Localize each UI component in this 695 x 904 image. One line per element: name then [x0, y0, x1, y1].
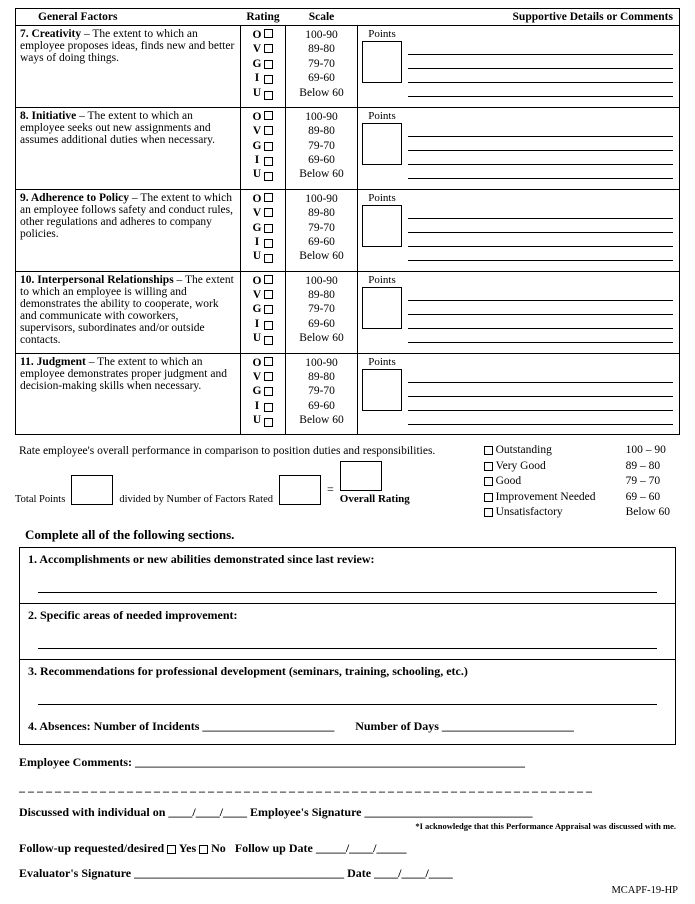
hdr-scale: Scale	[309, 11, 335, 23]
rating-checkbox[interactable]	[264, 75, 273, 84]
rating-checkbox[interactable]	[264, 157, 273, 166]
section-row: 3. Recommendations for professional deve…	[20, 660, 675, 715]
comments-cell: Points	[358, 107, 680, 189]
rating-legend: Outstanding100 – 90Very Good89 – 80Good7…	[484, 443, 670, 521]
factor-desc: 7. Creativity – The extent to which an e…	[16, 26, 241, 108]
rating-checkbox[interactable]	[264, 336, 273, 345]
legend-checkbox[interactable]	[484, 462, 493, 471]
days-label: Number of Days	[355, 719, 439, 733]
rating-checkbox[interactable]	[264, 208, 273, 217]
rating-checkbox[interactable]	[264, 403, 273, 412]
divided-label: divided by Number of Factors Rated	[119, 494, 273, 505]
legend-checkbox[interactable]	[484, 477, 493, 486]
sections-box: 1. Accomplishments or new abilities demo…	[19, 547, 676, 745]
emp-comments-label: Employee Comments:	[19, 755, 132, 769]
rating-checkbox[interactable]	[264, 91, 273, 100]
rating-checkbox[interactable]	[264, 111, 273, 120]
rating-cell: OVGIU	[241, 26, 286, 108]
points-box[interactable]	[362, 369, 402, 411]
scale-cell: 100-9089-8079-7069-60Below 60	[286, 189, 358, 271]
factors-table: General Factors Rating Scale Supportive …	[15, 8, 680, 435]
legend-checkbox[interactable]	[484, 508, 493, 517]
rating-checkbox[interactable]	[264, 387, 273, 396]
evaluator-line: Evaluator's Signature __________________…	[19, 866, 676, 881]
comments-cell: Points	[358, 353, 680, 435]
rating-checkbox[interactable]	[264, 29, 273, 38]
points-box[interactable]	[362, 205, 402, 247]
hdr-comments: Supportive Details or Comments	[513, 11, 673, 23]
rating-checkbox[interactable]	[264, 60, 273, 69]
factor-desc: 11. Judgment – The extent to which an em…	[16, 353, 241, 435]
followup-date: Follow up Date _____/____/_____	[235, 841, 407, 855]
comments-cell: Points	[358, 26, 680, 108]
total-points-label: Total Points	[15, 494, 65, 505]
sections-header: Complete all of the following sections.	[25, 527, 680, 543]
points-box[interactable]	[362, 41, 402, 83]
rating-cell: OVGIU	[241, 271, 286, 353]
rating-checkbox[interactable]	[264, 357, 273, 366]
scale-cell: 100-9089-8079-7069-60Below 60	[286, 353, 358, 435]
section-row: 1. Accomplishments or new abilities demo…	[20, 548, 675, 604]
overall-rating-box[interactable]	[340, 461, 382, 491]
overall-label: Overall Rating	[340, 493, 410, 505]
scale-cell: 100-9089-8079-7069-60Below 60	[286, 107, 358, 189]
rating-checkbox[interactable]	[264, 224, 273, 233]
rating-checkbox[interactable]	[264, 372, 273, 381]
rating-checkbox[interactable]	[264, 321, 273, 330]
discussed-line: Discussed with individual on ____/____/_…	[19, 805, 676, 820]
factor-desc: 9. Adherence to Policy – The extent to w…	[16, 189, 241, 271]
rate-note: Rate employee's overall performance in c…	[19, 445, 484, 457]
factors-rated-box[interactable]	[279, 475, 321, 505]
no-checkbox[interactable]	[199, 845, 208, 854]
factor-desc: 8. Initiative – The extent to which an e…	[16, 107, 241, 189]
factor-desc: 10. Interpersonal Relationships – The ex…	[16, 271, 241, 353]
points-box[interactable]	[362, 287, 402, 329]
points-box[interactable]	[362, 123, 402, 165]
absences-row: 4. Absences: Number of Incidents _______…	[20, 715, 675, 744]
rating-cell: OVGIU	[241, 107, 286, 189]
yes-checkbox[interactable]	[167, 845, 176, 854]
footer-code: MCAPF-19-HP	[15, 885, 680, 896]
rating-checkbox[interactable]	[264, 126, 273, 135]
rating-checkbox[interactable]	[264, 290, 273, 299]
rating-checkbox[interactable]	[264, 172, 273, 181]
legend-checkbox[interactable]	[484, 493, 493, 502]
equals: =	[327, 482, 334, 505]
rating-checkbox[interactable]	[264, 254, 273, 263]
rating-checkbox[interactable]	[264, 305, 273, 314]
followup-label: Follow-up requested/desired	[19, 841, 164, 855]
rating-checkbox[interactable]	[264, 44, 273, 53]
ack-note: *I acknowledge that this Performance App…	[15, 821, 676, 831]
comments-cell: Points	[358, 271, 680, 353]
rating-cell: OVGIU	[241, 189, 286, 271]
rating-checkbox[interactable]	[264, 418, 273, 427]
rating-checkbox[interactable]	[264, 239, 273, 248]
total-points-box[interactable]	[71, 475, 113, 505]
scale-cell: 100-9089-8079-7069-60Below 60	[286, 26, 358, 108]
hdr-factors: General Factors	[20, 11, 118, 23]
rating-checkbox[interactable]	[264, 193, 273, 202]
scale-cell: 100-9089-8079-7069-60Below 60	[286, 271, 358, 353]
rating-checkbox[interactable]	[264, 275, 273, 284]
legend-checkbox[interactable]	[484, 446, 493, 455]
dash-line: _ _ _ _ _ _ _ _ _ _ _ _ _ _ _ _ _ _ _ _ …	[19, 780, 676, 795]
section-row: 2. Specific areas of needed improvement:	[20, 604, 675, 660]
comments-cell: Points	[358, 189, 680, 271]
absences-label: 4. Absences: Number of Incidents	[28, 719, 199, 733]
rating-checkbox[interactable]	[264, 142, 273, 151]
rating-cell: OVGIU	[241, 353, 286, 435]
hdr-rating: Rating	[246, 11, 279, 23]
